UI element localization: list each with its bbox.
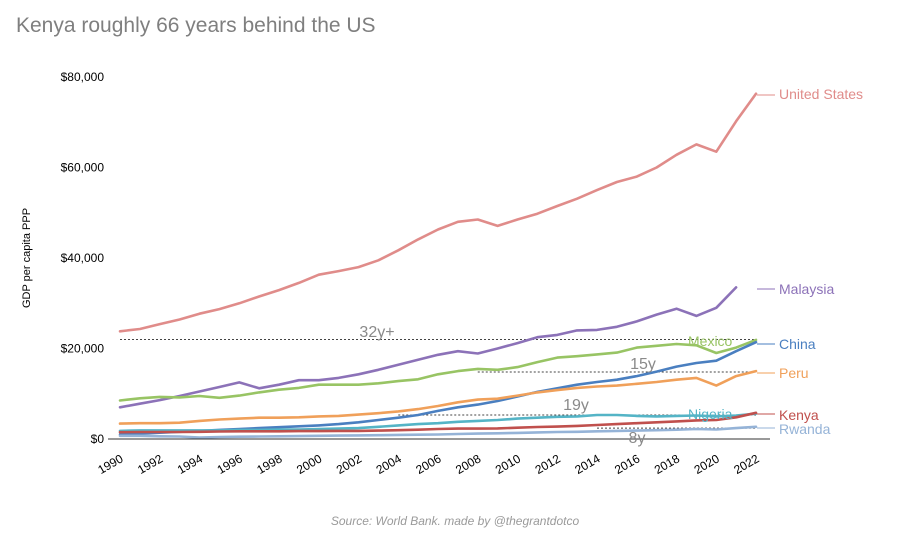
y-axis-title: GDP per capita PPP	[21, 208, 33, 308]
gap-label: 15y	[630, 356, 656, 373]
series-line-kenya	[118, 411, 758, 434]
y-tick-label: $80,000	[61, 70, 105, 84]
series-label: Kenya	[779, 407, 819, 423]
x-tick-label: 2004	[374, 451, 404, 477]
series-label: Malaysia	[779, 281, 834, 297]
series-label: Nigeria	[688, 406, 733, 422]
x-tick-label: 1992	[135, 451, 165, 477]
x-tick-label: 2008	[453, 451, 483, 477]
x-tick-label: 2014	[572, 451, 602, 477]
axes: $0 $20,000 $40,000 $60,000 $80,000 1990 1992 19…	[21, 70, 770, 477]
x-tick-label: 1998	[254, 451, 284, 477]
source-note: Source: World Bank. made by @thegrantdot…	[330, 514, 580, 528]
x-tick-label: 1996	[215, 451, 245, 477]
x-tick-label: 1990	[95, 451, 125, 477]
gap-label: 19y	[563, 397, 589, 414]
x-tick-label: 2010	[493, 451, 523, 477]
series-label: United States	[779, 86, 863, 102]
x-tick-label: 2022	[731, 451, 761, 477]
x-tick-label: 2012	[533, 451, 563, 477]
series-label: Rwanda	[779, 421, 831, 437]
series-line-united-states	[118, 92, 758, 333]
series-line-mexico	[118, 338, 758, 402]
gap-annotation-labels: 32y+ 15y 19y 8y	[359, 324, 655, 447]
x-tick-label: 2018	[652, 451, 682, 477]
y-tick-label: $0	[91, 432, 105, 446]
y-tick-label: $60,000	[61, 161, 105, 175]
series-label: Peru	[779, 365, 809, 381]
gap-label: 32y+	[359, 324, 394, 341]
x-tick-label: 2016	[612, 451, 642, 477]
x-tick-label: 2020	[692, 451, 722, 477]
y-tick-label: $40,000	[61, 251, 105, 265]
x-tick-label: 2002	[334, 451, 364, 477]
x-tick-label: 2000	[294, 451, 324, 477]
series-line-malaysia	[118, 286, 738, 409]
series-label: China	[779, 336, 816, 352]
gap-label: 8y	[629, 430, 646, 447]
series-lines	[118, 92, 758, 439]
y-tick-label: $20,000	[61, 342, 105, 356]
gap-annotation-lines	[120, 338, 756, 429]
series-line-peru	[118, 369, 758, 425]
series-line-rwanda	[118, 425, 758, 439]
chart-title: Kenya roughly 66 years behind the US	[16, 14, 376, 37]
x-tick-label: 1994	[175, 451, 205, 477]
series-label: Mexico	[688, 333, 733, 349]
series-labels: United States Malaysia Mexico China Peru Nige…	[688, 86, 863, 437]
x-tick-label: 2006	[413, 451, 443, 477]
